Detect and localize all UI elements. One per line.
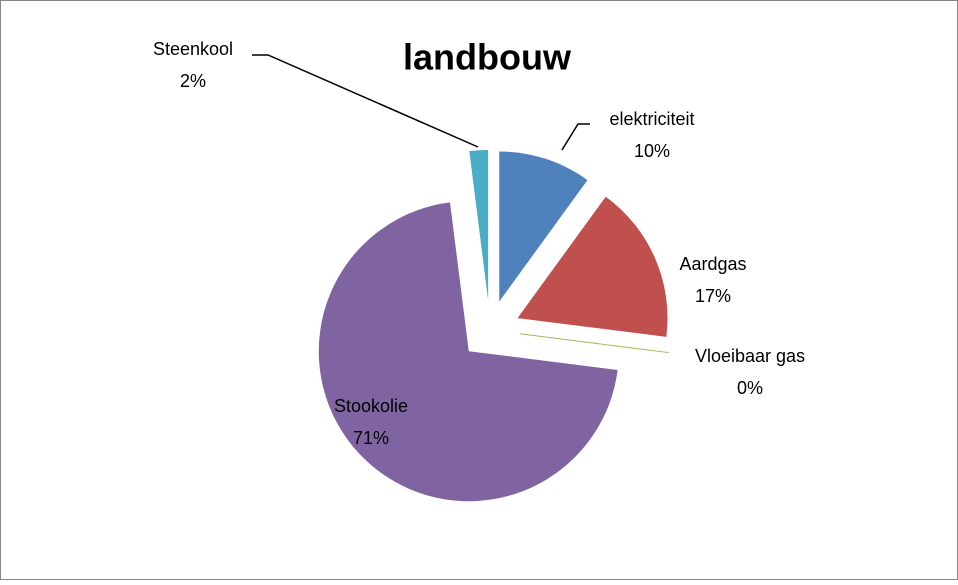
pie-slice [469,150,489,301]
chart-title: landbouw [403,37,572,78]
slice-value-label: 0% [737,378,763,398]
pie-slice [499,151,588,302]
leader-line [252,54,479,148]
slice-value-label: 2% [180,71,206,91]
slice-label: Vloeibaar gas [695,346,805,366]
slice-value-label: 71% [353,428,389,448]
slice-label: Stookolie [334,396,408,416]
slice-value-label: 10% [634,141,670,161]
slice-label: Steenkool [153,39,233,59]
leader-line [561,123,590,151]
slice-label: elektriciteit [609,109,694,129]
slice-label: Aardgas [679,254,746,274]
pie-slice [517,196,668,337]
slice-value-label: 17% [695,286,731,306]
pie-slice [318,202,618,502]
